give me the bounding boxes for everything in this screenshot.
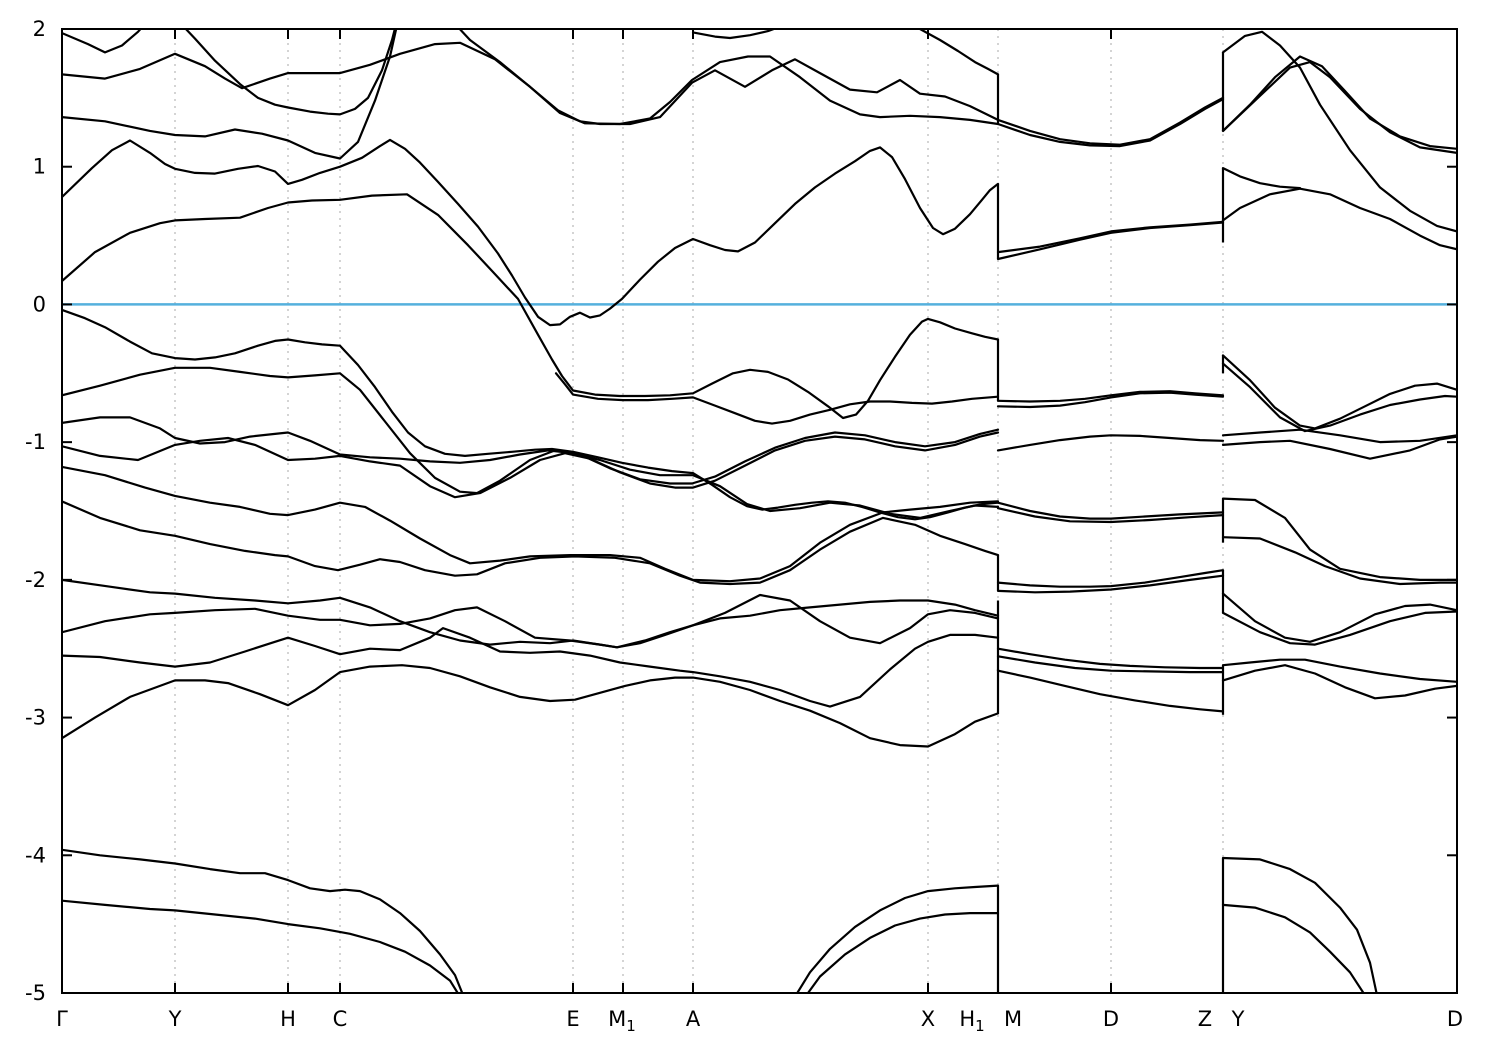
- band-curve-w1a: [1221, 354, 1457, 430]
- band-curve-v2: [62, 366, 1000, 495]
- band-curve-d3: [1221, 856, 1378, 993]
- band-curve-r5: [996, 574, 1225, 594]
- band-curve-d1: [62, 848, 464, 993]
- kpoint-label-M1: M1: [608, 1007, 636, 1035]
- y-tick-label: -2: [25, 568, 46, 592]
- axis-ticks: [62, 28, 1457, 994]
- y-tick-label: -4: [25, 843, 46, 867]
- band-curve-v3: [62, 416, 1000, 519]
- y-tick-label: 0: [33, 292, 46, 316]
- kpoint-label-D: D: [1447, 1007, 1463, 1031]
- band-curve-d4: [1221, 903, 1365, 993]
- band-curve-w4: [1221, 497, 1457, 581]
- y-tick-label: 1: [33, 155, 46, 179]
- y-tick-label: 2: [33, 17, 46, 41]
- band-curve-f2: [554, 372, 1000, 425]
- kpoint-label-H: H: [280, 1007, 296, 1031]
- band-curve-r4: [996, 569, 1225, 588]
- band-curve-r7: [996, 655, 1225, 674]
- kpoint-label-H1: H1: [959, 1007, 984, 1035]
- band-curve-v8: [62, 593, 1000, 649]
- band-curve-c2: [62, 41, 1000, 126]
- band-curve-c_top_b: [917, 29, 1000, 76]
- x-axis-kpoint-labels: Γ Y H C E M1 A X H1 M D Z Y D: [56, 1007, 1463, 1035]
- band-curve-v4: [62, 431, 1000, 499]
- plot-frame: [61, 28, 1458, 994]
- vertical-gridlines: [174, 29, 1224, 993]
- kpoint-label-C: C: [333, 1007, 348, 1031]
- panel-jump-connectors: [996, 52, 1225, 993]
- kpoint-label-X: X: [921, 1007, 935, 1031]
- kpoint-label-E: E: [566, 1007, 579, 1031]
- band-curve-q2: [996, 98, 1225, 148]
- band-curve-w5: [1221, 536, 1457, 586]
- band-curve-c1a: [62, 29, 143, 54]
- kpoint-label-Y: Y: [1231, 1007, 1245, 1031]
- band-curve-w1b: [1221, 362, 1457, 433]
- band-curve-t_e2: [1221, 167, 1302, 190]
- band-curve-w2: [1221, 428, 1457, 444]
- y-axis-tick-labels: 2 1 0 -1 -2 -3 -4 -5: [25, 17, 46, 1005]
- band-curve-t_c: [1221, 61, 1457, 154]
- band-curves: [62, 29, 1457, 993]
- plot-border: [61, 28, 1458, 994]
- band-curve-r1b: [996, 391, 1225, 409]
- band-curve-r3: [996, 501, 1225, 520]
- band-curve-c3: [62, 29, 398, 160]
- band-curve-P: [62, 138, 1000, 327]
- kpoint-label-Y: Y: [168, 1007, 182, 1031]
- band-curve-t_a: [1221, 30, 1457, 233]
- band-curve-v1: [62, 308, 1000, 521]
- kpoint-label-M: M: [1004, 1007, 1022, 1031]
- band-curve-w7: [1221, 610, 1457, 646]
- y-tick-label: -1: [25, 430, 46, 454]
- y-tick-label: -3: [25, 706, 46, 730]
- band-curve-c_top_a: [691, 29, 777, 40]
- band-curve-q1: [996, 96, 1225, 146]
- band-curve-c1b: [184, 29, 396, 116]
- band-curve-t_e: [1221, 187, 1457, 251]
- band-curve-w3: [1221, 435, 1457, 460]
- band-curve-d2: [62, 899, 460, 993]
- band-curve-Q_f1: [62, 193, 1000, 420]
- band-curve-d1r: [795, 884, 1000, 993]
- band-curve-w9: [1221, 664, 1457, 700]
- band-curve-r3b: [996, 507, 1225, 524]
- band-curve-v6: [62, 500, 1000, 586]
- kpoint-label-A: A: [686, 1007, 701, 1031]
- band-curve-v7: [62, 578, 1000, 649]
- band-curve-v10: [62, 664, 1000, 748]
- band-curve-w8: [1221, 658, 1457, 683]
- kpoint-label-D: D: [1103, 1007, 1119, 1031]
- y-tick-label: -5: [25, 981, 46, 1005]
- band-curve-cX: [458, 29, 1000, 126]
- band-curve-r6: [996, 647, 1225, 670]
- band-curve-r8: [996, 669, 1225, 713]
- band-curve-r2: [996, 434, 1225, 452]
- band-curve-w6: [1221, 592, 1457, 643]
- band-curve-r1: [996, 390, 1225, 403]
- kpoint-label-Γ: Γ: [56, 1007, 68, 1031]
- band-curve-v9: [62, 627, 1000, 708]
- band-curve-d2r: [806, 912, 1000, 993]
- band-curve-q4: [996, 221, 1225, 261]
- band-curve-t_b: [1221, 55, 1457, 150]
- band-curve-v5: [62, 465, 1000, 583]
- kpoint-label-Z: Z: [1198, 1007, 1212, 1031]
